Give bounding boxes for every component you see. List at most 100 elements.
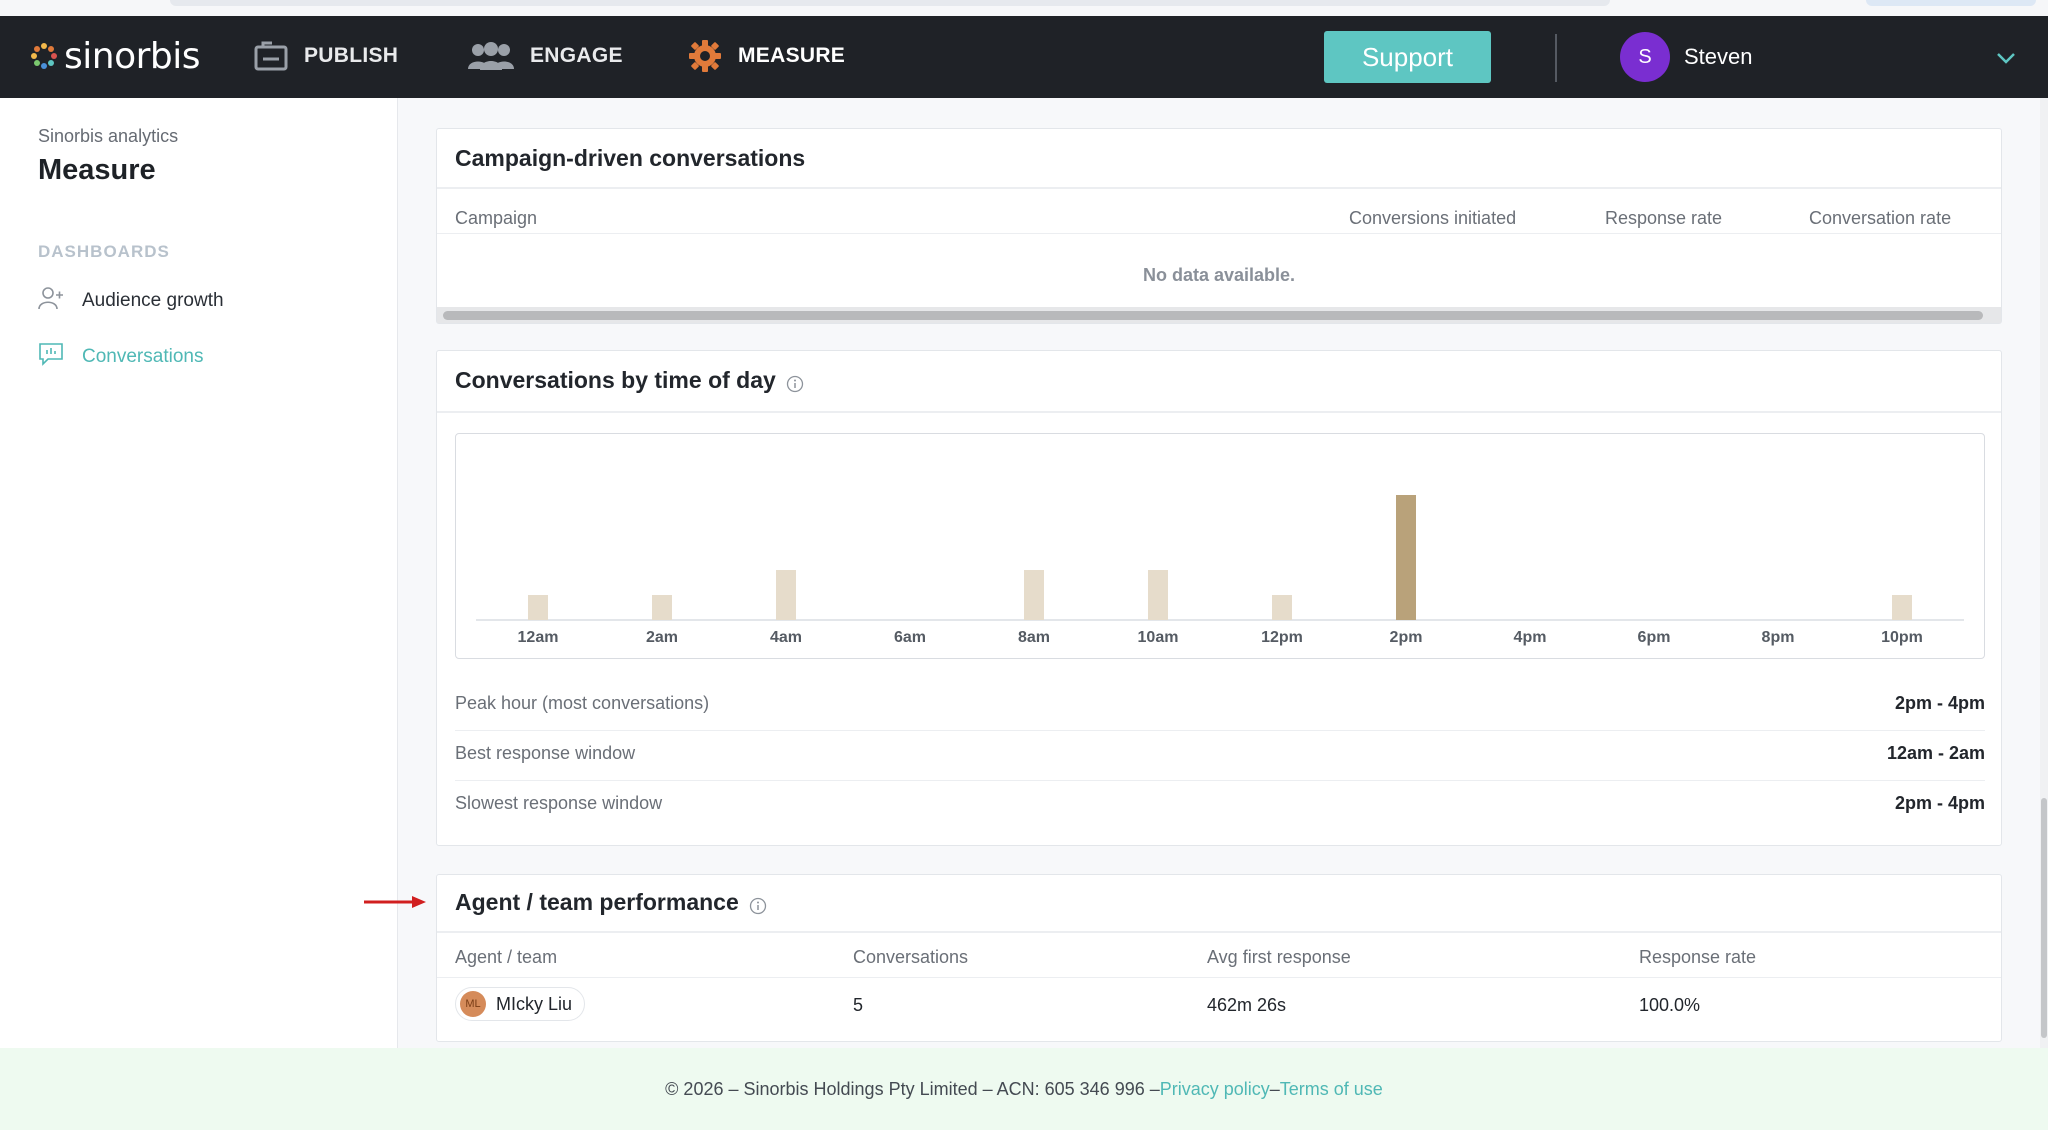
agent-name: MIcky Liu [496, 993, 573, 1014]
column-header-campaign[interactable]: Campaign [455, 208, 538, 228]
footer-copyright: © 2026 – Sinorbis Holdings Pty Limited –… [665, 1078, 1160, 1099]
divider [437, 977, 2001, 978]
chart-bar-2am[interactable] [652, 595, 672, 620]
nav-measure[interactable]: MEASURE [686, 36, 845, 76]
chevron-down-icon[interactable] [1994, 46, 2018, 70]
divider [437, 187, 2001, 189]
annotation-arrow-icon [364, 896, 426, 908]
nav-measure-label: MEASURE [738, 44, 846, 67]
gear-icon [686, 39, 724, 73]
agent-performance-card: Agent / team performance Agent / team Co… [436, 874, 2002, 1042]
cell-conversations: 5 [853, 995, 864, 1015]
cell-response-rate: 100.0% [1639, 995, 1701, 1015]
nav-engage[interactable]: ENGAGE [466, 36, 623, 76]
stat-value: 2pm - 4pm [1894, 793, 1985, 813]
x-tick-label: 10pm [1881, 629, 1923, 646]
divider [437, 931, 2001, 933]
x-tick-label: 12pm [1261, 629, 1303, 646]
divider [437, 411, 2001, 413]
column-header-avg-first-response[interactable]: Avg first response [1207, 947, 1351, 967]
scrollbar-thumb[interactable] [443, 311, 1983, 320]
nav-engage-label: ENGAGE [530, 44, 623, 67]
campaign-card: Campaign-driven conversations Campaign C… [436, 128, 2002, 324]
campaign-card-title: Campaign-driven conversations [455, 145, 805, 172]
avatar: ML [460, 991, 486, 1017]
x-tick-label: 4pm [1514, 629, 1547, 646]
column-header-agent[interactable]: Agent / team [455, 947, 558, 967]
people-icon [466, 39, 516, 73]
sidebar: Sinorbis analytics Measure DASHBOARDS Au… [0, 98, 398, 1048]
footer: © 2026 – Sinorbis Holdings Pty Limited –… [0, 1048, 2048, 1130]
stat-label: Best response window [455, 743, 636, 763]
chart-bar-12am[interactable] [528, 595, 548, 620]
user-avatar[interactable]: S [1620, 32, 1670, 82]
conversations-chart: 12am 2am 4am 6am 8am 10am 12pm 2pm 4pm 6pm 8pm 10pm [455, 433, 1985, 659]
chart-bar-12pm[interactable] [1272, 595, 1292, 620]
agent-card-title-text: Agent / team performance [455, 889, 739, 915]
stat-row-peak-hour: Peak hour (most conversations) 2pm - 4pm [455, 681, 1985, 731]
column-header-response-rate[interactable]: Response rate [1639, 947, 1757, 967]
logo-text: sinorbis [64, 35, 201, 77]
address-bar[interactable] [170, 0, 1610, 6]
main-content: Campaign-driven conversations Campaign C… [398, 98, 2040, 1048]
vertical-scrollbar[interactable] [2040, 98, 2048, 1048]
terms-of-use-link[interactable]: Terms of use [1279, 1078, 1383, 1099]
x-tick-label: 6am [894, 629, 926, 646]
footer-separator: – [1269, 1078, 1280, 1099]
browser-control[interactable] [1866, 0, 2036, 6]
agent-chip[interactable]: ML MIcky Liu [455, 987, 586, 1021]
stat-label: Slowest response window [455, 793, 663, 813]
page-title: Measure [38, 154, 156, 186]
x-tick-label: 10am [1138, 629, 1179, 646]
column-header-conversation-rate[interactable]: Conversation rate [1809, 208, 1952, 228]
sidebar-section-label: DASHBOARDS [38, 242, 170, 261]
top-nav: sinorbis PUBLISH ENGAGE MEASURE Support … [0, 16, 2048, 98]
chart-bar-8am[interactable] [1024, 570, 1044, 620]
stat-value: 12am - 2am [1886, 743, 1985, 763]
nav-publish[interactable]: PUBLISH [252, 36, 398, 76]
sidebar-item-audience-growth[interactable]: Audience growth [38, 286, 224, 316]
agent-card-title: Agent / team performance [455, 889, 767, 916]
scrollbar-thumb[interactable] [2041, 798, 2047, 1038]
browser-chrome [0, 0, 2048, 16]
column-header-response-rate[interactable]: Response rate [1605, 208, 1723, 228]
column-header-conversions-initiated[interactable]: Conversions initiated [1349, 208, 1517, 228]
time-of-day-card-title: Conversations by time of day [455, 367, 804, 394]
nav-publish-label: PUBLISH [304, 44, 399, 67]
chart-bar-10pm[interactable] [1892, 595, 1912, 620]
stat-row-slowest-response: Slowest response window 2pm - 4pm [455, 781, 1985, 831]
empty-state-text: No data available. [1142, 265, 1296, 285]
campaign-card-title-text: Campaign-driven conversations [455, 145, 806, 171]
chart-bar-2pm[interactable] [1396, 495, 1416, 620]
nav-divider [1555, 34, 1557, 82]
info-icon[interactable] [749, 894, 767, 914]
chart-bar-4am[interactable] [776, 570, 796, 620]
sidebar-item-label: Audience growth [82, 290, 224, 311]
sidebar-subtitle: Sinorbis analytics [38, 126, 179, 146]
column-header-conversations[interactable]: Conversations [853, 947, 969, 967]
chart-bar-10am[interactable] [1148, 570, 1168, 620]
divider [437, 233, 2001, 234]
sidebar-item-conversations[interactable]: Conversations [38, 342, 203, 372]
x-tick-label: 2pm [1390, 629, 1423, 646]
x-tick-label: 12am [518, 629, 559, 646]
user-name[interactable]: Steven [1684, 44, 1753, 69]
support-button[interactable]: Support [1324, 31, 1491, 83]
time-of-day-card: Conversations by time of day 12am 2am 4am 6… [436, 350, 2002, 846]
stat-row-best-response: Best response window 12am - 2am [455, 731, 1985, 781]
x-tick-label: 4am [770, 629, 802, 646]
horizontal-scrollbar[interactable] [437, 307, 2001, 323]
privacy-policy-link[interactable]: Privacy policy [1159, 1078, 1270, 1099]
audience-icon [38, 285, 64, 317]
sidebar-item-label: Conversations [82, 346, 204, 367]
x-tick-label: 8pm [1762, 629, 1795, 646]
info-icon[interactable] [786, 372, 804, 392]
chart-svg: 12am 2am 4am 6am 8am 10am 12pm 2pm 4pm 6pm 8pm 10pm [476, 495, 1964, 646]
cell-avg-first-response: 462m 26s [1207, 995, 1287, 1015]
time-of-day-card-title-text: Conversations by time of day [455, 367, 776, 393]
x-tick-label: 2am [646, 629, 678, 646]
logo-mark-icon [30, 42, 58, 70]
sinorbis-logo[interactable]: sinorbis [30, 35, 201, 77]
x-tick-label: 6pm [1638, 629, 1671, 646]
